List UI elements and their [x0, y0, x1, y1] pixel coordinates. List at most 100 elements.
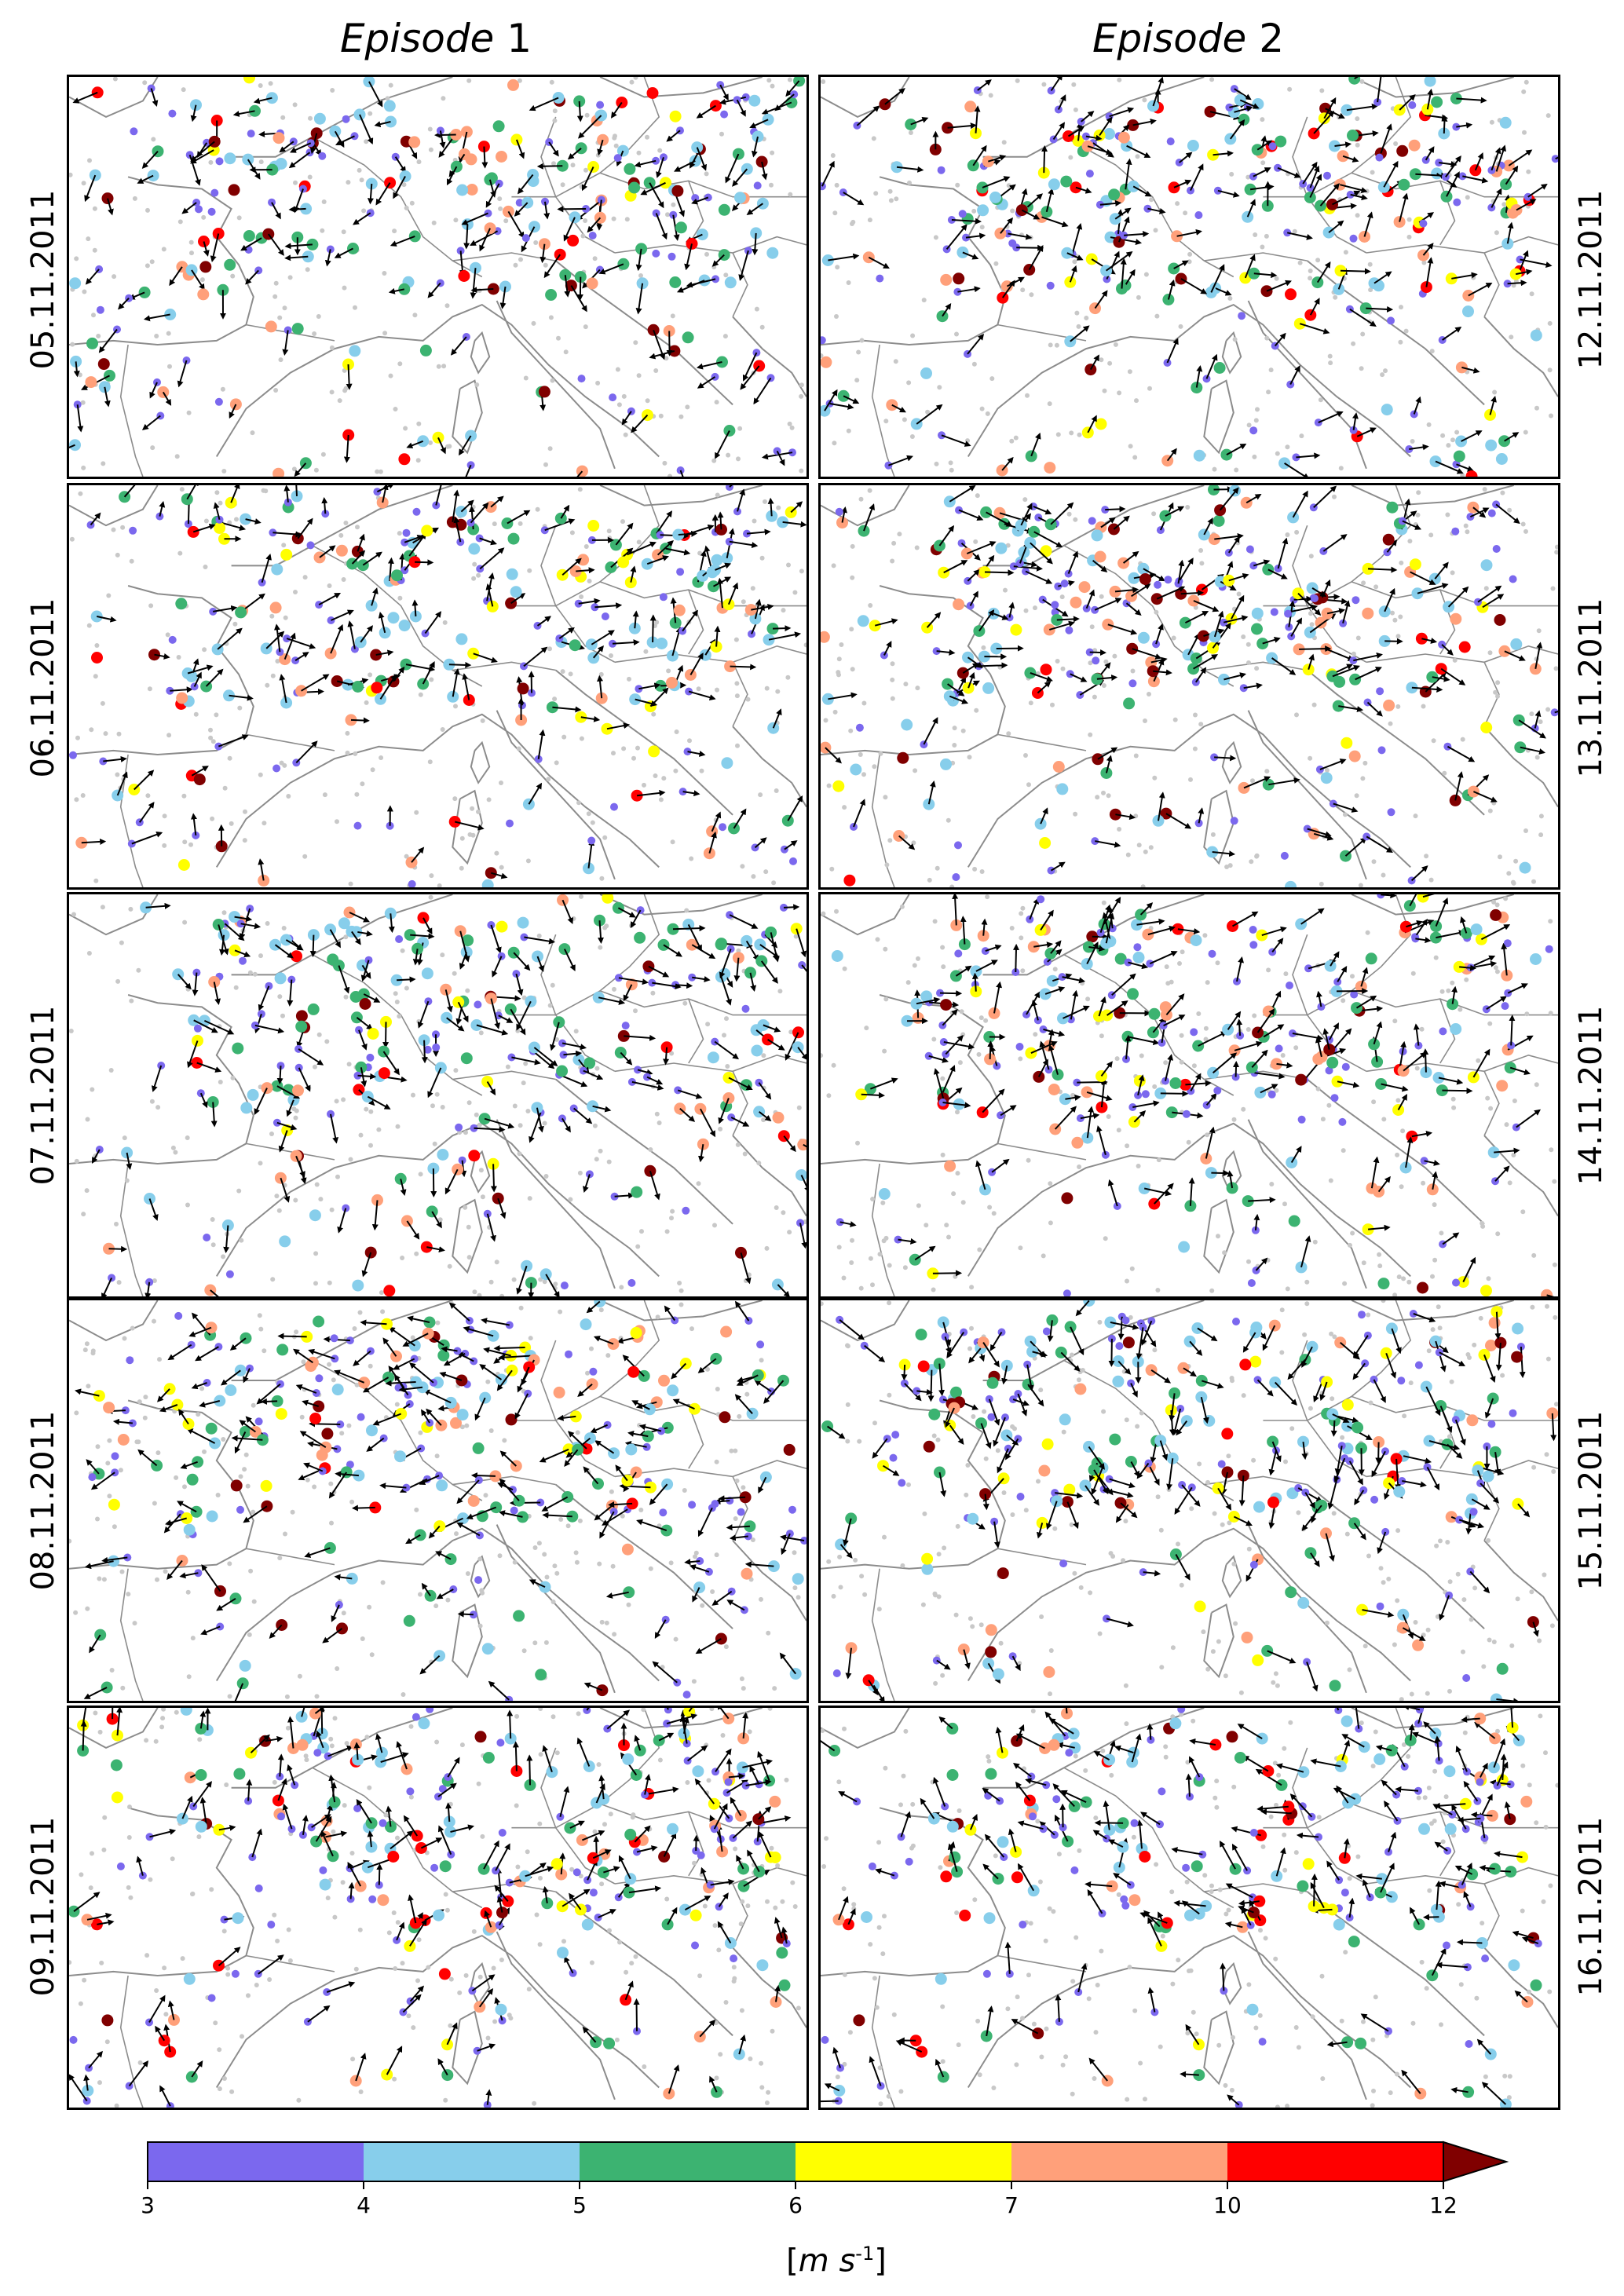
station-dot: [517, 682, 529, 695]
station-dot: [422, 1327, 434, 1340]
station-dot-background: [1318, 397, 1323, 403]
station-dot-background: [93, 878, 99, 883]
station-dot-background: [687, 738, 692, 744]
station-dot: [214, 521, 226, 534]
wind-arrow: [279, 141, 294, 153]
map-panel-episode1-day4: [67, 1298, 809, 1703]
station-dot: [424, 997, 433, 1006]
station-dot-background: [870, 1197, 876, 1201]
wind-arrow: [148, 1994, 166, 2024]
station-dot-background: [128, 1895, 134, 1900]
station-dot: [724, 1778, 733, 1786]
station-dot: [597, 1866, 609, 1879]
wind-arrow: [711, 254, 725, 267]
wind-arrow: [203, 241, 210, 257]
station-dot-background: [829, 866, 835, 872]
wind-arrow: [1025, 570, 1053, 584]
station-dot-background: [94, 643, 100, 648]
station-dot-background: [313, 1281, 318, 1286]
station-dot-background: [329, 389, 335, 395]
wind-arrow: [926, 612, 942, 628]
station-dot-background: [552, 118, 558, 123]
station-dot: [1465, 470, 1478, 477]
station-dot: [455, 1374, 468, 1387]
coastline: [821, 176, 1006, 346]
station-dot: [1287, 511, 1300, 524]
station-dot: [1453, 198, 1461, 207]
station-dot-background: [452, 796, 458, 802]
wind-arrow: [523, 646, 548, 667]
station-dot-background: [515, 1864, 521, 1870]
station-dot-background: [1003, 587, 1008, 593]
station-dot: [733, 96, 741, 104]
station-dot-background: [1355, 142, 1360, 148]
station-dot: [589, 1888, 598, 1897]
station-dot-background: [940, 1152, 946, 1157]
station-dot: [274, 972, 287, 985]
station-dot: [711, 554, 723, 566]
station-dot-background: [382, 271, 387, 276]
wind-arrow: [570, 285, 587, 313]
wind-arrow: [790, 501, 803, 514]
station-dot-background: [345, 750, 350, 755]
station-dot-background: [538, 1875, 543, 1881]
station-dot-background: [764, 686, 770, 691]
station-dot: [1410, 410, 1418, 419]
station-dot-background: [1492, 389, 1498, 395]
station-dot-background: [638, 273, 643, 278]
station-dot-background: [99, 1960, 104, 1965]
wind-arrow: [537, 729, 546, 759]
station-dot-background: [1127, 369, 1132, 375]
station-dot-background: [287, 1958, 293, 1963]
station-dot: [772, 1111, 785, 1124]
station-dot-background: [508, 2016, 514, 2021]
wind-arrow: [606, 722, 631, 730]
station-dot-background: [400, 1961, 405, 1966]
station-dot-background: [972, 866, 978, 872]
station-dot-background: [432, 1141, 437, 1146]
station-dot: [1139, 573, 1151, 585]
station-dot-background: [979, 225, 985, 230]
station-dot-background: [696, 686, 701, 692]
coastline: [69, 994, 254, 1165]
coastline: [555, 669, 733, 816]
station-dot-background: [161, 247, 166, 252]
station-dot-background: [714, 1459, 719, 1464]
station-dot-background: [1507, 507, 1512, 513]
wind-arrow: [394, 156, 406, 174]
station-dot-background: [602, 1822, 607, 1827]
wind-arrow: [289, 142, 312, 153]
wind-arrow: [777, 1284, 791, 1296]
station-dot-background: [1135, 154, 1140, 159]
station-dot-background: [887, 1263, 892, 1268]
station-dot-background: [258, 1326, 264, 1332]
station-dot: [269, 528, 277, 537]
station-dot-background: [188, 842, 193, 847]
station-dot-background: [305, 1477, 310, 1483]
station-dot: [1408, 139, 1421, 152]
station-dot-background: [884, 862, 890, 868]
station-dot-background: [358, 2089, 364, 2094]
station-dot-background: [1133, 753, 1139, 759]
station-dot-background: [397, 531, 402, 536]
station-dot: [920, 367, 932, 379]
wind-arrow: [1366, 835, 1393, 853]
station-dot-background: [1554, 544, 1558, 550]
wind-arrow: [96, 616, 117, 623]
station-dot: [1485, 439, 1498, 452]
wind-arrow: [137, 174, 154, 184]
station-dot-background: [573, 1550, 579, 1556]
station-dot-background: [466, 1224, 471, 1230]
station-dot-background: [1381, 872, 1386, 878]
station-dot-background: [74, 256, 79, 261]
station-dot-background: [160, 1716, 166, 1721]
station-dot: [1480, 722, 1493, 733]
wind-arrow: [444, 1168, 459, 1195]
station-dot-background: [416, 159, 422, 165]
station-dot-background: [85, 1606, 90, 1611]
station-dot-background: [314, 1694, 320, 1699]
station-dot-background: [518, 521, 523, 526]
coastline: [215, 1122, 660, 1278]
station-dot: [262, 228, 275, 240]
coastline: [215, 713, 660, 868]
